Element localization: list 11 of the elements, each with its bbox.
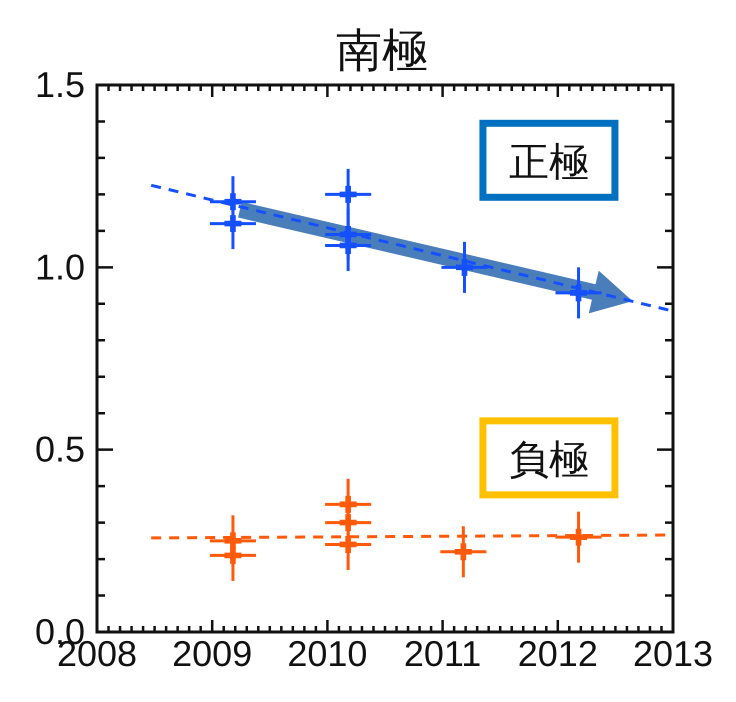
y-tick-label: 1.0 — [34, 246, 85, 288]
annotation: 正極 — [508, 140, 589, 184]
chart-title: 南極 — [336, 24, 428, 76]
x-tick-label: 2011 — [404, 633, 482, 674]
x-tick-label: 2013 — [632, 633, 714, 674]
y-tick-label: 0.5 — [34, 428, 85, 470]
y-tick-label: 1.5 — [34, 64, 85, 105]
x-tick-label: 2012 — [518, 633, 598, 674]
x-tick-label: 2010 — [287, 633, 368, 674]
annotation: 負極 — [508, 438, 589, 482]
x-tick-label: 2009 — [172, 633, 252, 674]
